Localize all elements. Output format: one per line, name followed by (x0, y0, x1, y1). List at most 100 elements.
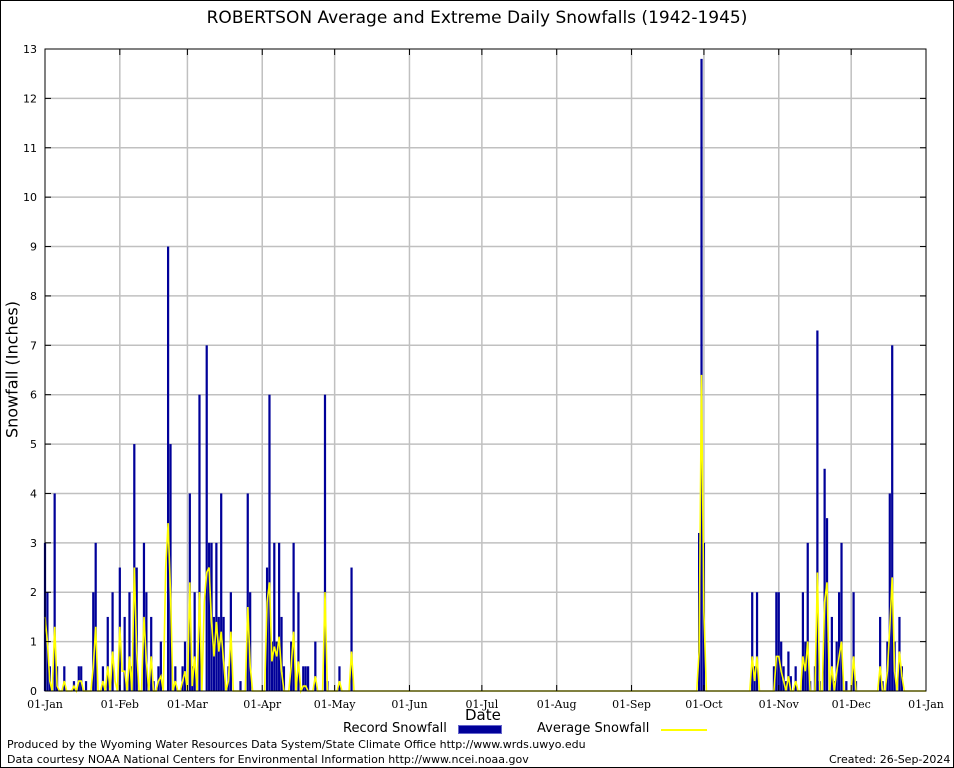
record-bar (302, 666, 305, 691)
record-bar (217, 616, 220, 691)
x-tick-label: 01-Nov (759, 698, 800, 711)
record-bar (794, 666, 797, 691)
record-bar (837, 592, 841, 691)
record-bar (891, 345, 894, 691)
record-bar (239, 681, 242, 691)
record-bar (840, 542, 843, 691)
legend-record-swatch (458, 725, 502, 734)
record-bar (775, 592, 778, 691)
record-bar (157, 666, 160, 691)
record-bar (806, 542, 809, 691)
x-tick-label: 01-Feb (101, 698, 139, 711)
record-bar (879, 616, 882, 691)
record-bar (292, 542, 295, 691)
record-bar (787, 651, 790, 691)
y-tick-label: 1 (30, 636, 37, 649)
record-bar (297, 592, 300, 691)
record-bar (852, 592, 855, 691)
y-tick-label: 12 (23, 92, 37, 105)
record-bar (314, 641, 317, 691)
footer-created: Created: 26-Sep-2024 (829, 753, 951, 766)
x-tick-label: 01-Jan (27, 698, 63, 711)
record-bar (220, 493, 223, 691)
record-bar (845, 681, 848, 691)
record-bar (304, 666, 307, 691)
y-tick-label: 0 (30, 685, 37, 698)
x-tick-label: 01-Jun (391, 698, 427, 711)
record-bar (128, 592, 131, 691)
record-bar (183, 641, 187, 691)
record-bar (145, 592, 148, 691)
record-bar (801, 592, 805, 691)
record-bar (350, 567, 353, 691)
record-bar (789, 676, 792, 691)
record-bar (273, 542, 276, 691)
x-tick-label: 01-Oct (685, 698, 723, 711)
plot-border (44, 48, 927, 692)
y-tick-label: 3 (30, 537, 37, 550)
footer-data-courtesy: Data courtesy NOAA National Centers for … (7, 753, 529, 766)
y-tick-label: 8 (30, 290, 37, 303)
record-bar (246, 493, 249, 691)
y-tick-label: 4 (30, 487, 37, 500)
record-bar (106, 616, 109, 691)
record-bar (888, 493, 891, 691)
record-bar (80, 666, 83, 691)
record-bar (777, 592, 780, 691)
x-tick-label: 01-May (314, 698, 357, 711)
record-bar (823, 468, 826, 691)
record-bar (755, 592, 759, 691)
record-bar (169, 444, 172, 691)
y-tick-label: 9 (30, 241, 37, 254)
legend-record-label: Record Snowfall (343, 721, 447, 736)
y-tick-label: 6 (30, 389, 37, 402)
y-tick-label: 5 (30, 438, 37, 451)
x-axis-label: Date (465, 706, 501, 724)
record-bar (338, 666, 341, 691)
y-tick-label: 13 (23, 43, 37, 56)
record-bar (275, 641, 278, 691)
x-tick-label: 01-Dec (832, 698, 871, 711)
record-bar (84, 681, 88, 691)
x-tick-label: 01-Mar (167, 698, 209, 711)
record-bar (830, 616, 833, 691)
record-bar (159, 641, 162, 691)
x-tick-label: 01-Apr (243, 698, 282, 711)
record-bar (193, 592, 196, 691)
x-tick-label: 01-Jan (908, 698, 944, 711)
record-bar (92, 592, 95, 691)
record-bar (208, 542, 211, 691)
record-bar (268, 394, 271, 691)
record-bar (215, 542, 218, 691)
record-bar (123, 616, 126, 691)
x-tick-label: 01-Sep (612, 698, 651, 711)
record-bar (280, 616, 283, 691)
record-bar (270, 641, 273, 691)
record-bar (63, 666, 66, 691)
record-bar (150, 616, 153, 691)
legend-average-swatch (661, 729, 707, 731)
average-line (44, 374, 926, 694)
record-bar (816, 330, 819, 691)
record-bar (94, 542, 97, 691)
record-bar (323, 394, 327, 691)
legend-average-label: Average Snowfall (537, 721, 650, 736)
record-bar (53, 493, 56, 691)
x-tick-label: 01-Aug (537, 698, 577, 711)
record-bar (772, 666, 776, 691)
record-bar (198, 394, 201, 691)
chart-title: ROBERTSON Average and Extreme Daily Snow… (206, 8, 748, 28)
record-bar (174, 666, 177, 691)
y-tick-label: 10 (23, 191, 37, 204)
y-tick-label: 7 (30, 339, 37, 352)
record-bar (249, 592, 252, 691)
y-tick-label: 2 (30, 586, 37, 599)
footer-produced-by: Produced by the Wyoming Water Resources … (7, 738, 586, 751)
record-bar (282, 666, 286, 691)
record-bar (205, 345, 208, 691)
record-bar (278, 542, 281, 691)
record-bar (111, 592, 114, 691)
record-bar (306, 666, 310, 691)
record-bar (751, 592, 754, 691)
